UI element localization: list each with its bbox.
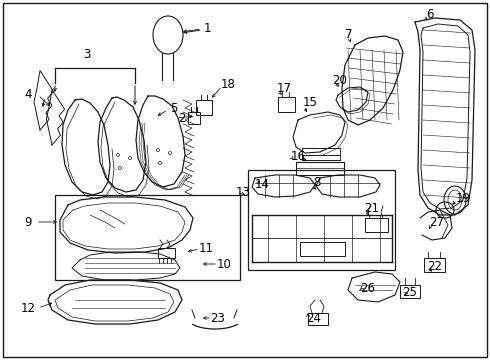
Text: 23: 23 — [211, 311, 225, 324]
Bar — [158, 248, 175, 258]
Text: 6: 6 — [426, 9, 434, 22]
Text: 21: 21 — [365, 202, 379, 215]
Bar — [400, 285, 420, 298]
Bar — [365, 218, 388, 232]
Text: 19: 19 — [456, 192, 470, 204]
Bar — [55, 195, 240, 280]
Text: 20: 20 — [333, 73, 347, 86]
Text: 11: 11 — [198, 242, 214, 255]
Text: 14: 14 — [254, 179, 270, 192]
Bar — [278, 97, 295, 112]
Bar — [248, 170, 395, 270]
Bar — [196, 100, 212, 115]
Text: 8: 8 — [313, 175, 320, 189]
Bar — [188, 112, 200, 124]
Bar — [424, 258, 445, 272]
Text: 13: 13 — [236, 185, 250, 198]
Bar — [308, 313, 328, 325]
Text: 5: 5 — [171, 102, 178, 114]
Text: 16: 16 — [291, 150, 305, 163]
Text: 1: 1 — [203, 22, 211, 35]
Bar — [300, 242, 345, 256]
Text: 15: 15 — [302, 96, 318, 109]
Text: 25: 25 — [403, 287, 417, 300]
Text: 12: 12 — [21, 302, 35, 315]
Text: 17: 17 — [276, 82, 292, 95]
Text: 27: 27 — [430, 216, 444, 230]
Text: 18: 18 — [220, 77, 235, 90]
Text: 22: 22 — [427, 261, 442, 274]
Text: 7: 7 — [345, 28, 353, 41]
Text: 4: 4 — [24, 89, 32, 102]
Text: 3: 3 — [83, 49, 91, 62]
Text: 26: 26 — [361, 282, 375, 294]
Text: 24: 24 — [307, 311, 321, 324]
Text: 2: 2 — [178, 112, 186, 125]
Text: 9: 9 — [24, 216, 32, 229]
Text: 10: 10 — [217, 257, 231, 270]
